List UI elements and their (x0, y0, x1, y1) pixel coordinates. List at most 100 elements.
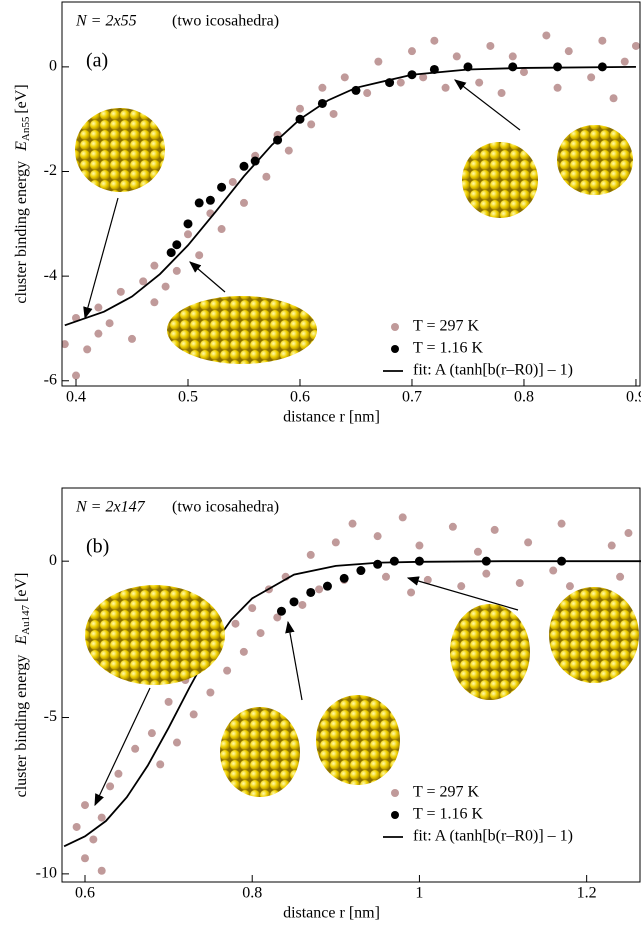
x-tick-label: 0.8 (242, 885, 262, 902)
point (223, 666, 232, 675)
point (161, 282, 170, 291)
point (331, 538, 340, 547)
legend-label: T = 297 K (413, 318, 480, 335)
point (564, 47, 573, 56)
point (228, 177, 237, 186)
y-tick-label: -5 (44, 708, 57, 725)
panel-label: (b) (86, 536, 109, 558)
point (322, 581, 332, 591)
point (363, 89, 372, 98)
point (415, 541, 424, 550)
point (475, 78, 484, 87)
point (306, 587, 316, 597)
point (298, 600, 307, 609)
legend-marker (391, 345, 399, 353)
point (423, 575, 432, 584)
point (114, 769, 123, 778)
point (448, 522, 457, 531)
point (329, 109, 338, 118)
point (97, 866, 106, 875)
panel: T = 297 K T = 1.16 K fit: A (tanh[b(r–R0)]… (13, 1, 641, 426)
point (348, 519, 357, 528)
point (624, 529, 633, 538)
point (289, 597, 299, 607)
point (172, 240, 182, 250)
point (164, 697, 173, 706)
point (356, 566, 366, 576)
point (318, 83, 327, 92)
point (195, 251, 204, 260)
point (62, 340, 69, 349)
point (150, 298, 159, 307)
point (441, 83, 450, 92)
point (306, 550, 315, 559)
point (396, 78, 405, 87)
y-tick-label: -2 (44, 162, 57, 179)
system-label: N = 2x147 (75, 499, 146, 516)
legend-marker (391, 323, 399, 331)
legend-marker (391, 789, 399, 797)
point (150, 261, 159, 270)
point (373, 532, 382, 541)
point (452, 52, 461, 61)
point (620, 57, 629, 66)
y-axis-label-part: Au147 (20, 604, 32, 634)
point (565, 582, 574, 591)
point (609, 94, 618, 103)
point (407, 47, 416, 56)
y-axis-label-part: E (13, 141, 30, 152)
point (71, 371, 80, 380)
point (83, 345, 92, 354)
point (172, 266, 181, 275)
panel-label: (a) (86, 50, 108, 72)
fit-line (64, 65, 636, 327)
cluster-images (75, 79, 639, 807)
point (248, 604, 257, 613)
point (80, 854, 89, 863)
point (239, 198, 248, 207)
point (94, 329, 103, 338)
point (131, 744, 140, 753)
point (374, 57, 383, 66)
point (206, 688, 215, 697)
point (340, 73, 349, 82)
point (139, 277, 148, 286)
point (519, 68, 528, 77)
point (373, 559, 383, 569)
point (616, 572, 625, 581)
x-tick-label: 0.9 (626, 389, 641, 406)
point (389, 556, 399, 566)
point (105, 319, 114, 328)
x-tick-label: 1.2 (577, 885, 597, 902)
y-tick-label: -10 (36, 865, 57, 882)
x-tick-label: 0.8 (514, 389, 534, 406)
point (217, 225, 226, 234)
point (307, 120, 316, 129)
point (156, 760, 165, 769)
point (172, 738, 181, 747)
legend-marker (391, 811, 399, 819)
point (419, 73, 428, 82)
point (631, 41, 640, 50)
system-note: (two icosahedra) (172, 13, 279, 30)
point (194, 198, 204, 208)
point (166, 248, 176, 258)
plot-frame (61, 487, 641, 883)
point (94, 303, 103, 312)
y-axis-label-part: [eV] (13, 84, 30, 113)
point (473, 547, 482, 556)
point (106, 782, 115, 791)
point (339, 573, 349, 583)
legend-label: fit: A (tanh[b(r–R0)] – 1) (413, 828, 573, 845)
x-tick-label: 0.6 (75, 885, 95, 902)
point (490, 525, 499, 534)
legend-label: T = 1.16 K (413, 340, 484, 357)
point (542, 31, 551, 40)
point (508, 52, 517, 61)
point (231, 619, 240, 628)
x-axis-label: distance r [nm] (283, 905, 380, 922)
plot-frame (61, 1, 641, 387)
point (205, 195, 215, 205)
point (72, 822, 81, 831)
